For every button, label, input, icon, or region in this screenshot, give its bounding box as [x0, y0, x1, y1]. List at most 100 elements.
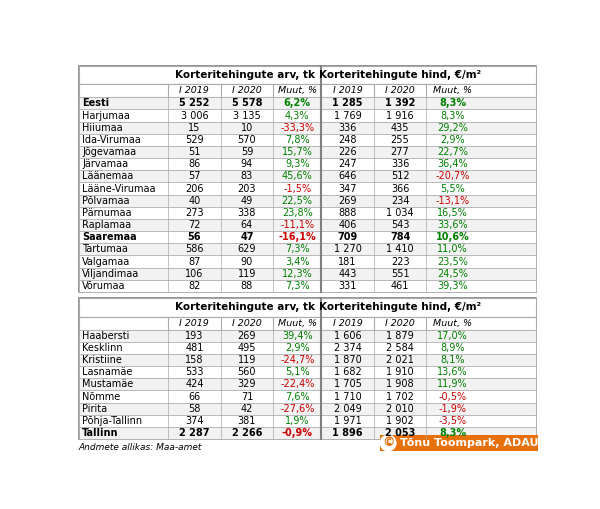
Bar [79, 158, 536, 171]
Text: 8,3%: 8,3% [440, 110, 465, 121]
Bar [79, 330, 536, 342]
Text: -16,1%: -16,1% [278, 232, 316, 242]
Text: 39,3%: 39,3% [437, 281, 468, 291]
Text: -11,1%: -11,1% [280, 220, 314, 230]
Text: Raplamaa: Raplamaa [82, 220, 131, 230]
Text: 11,9%: 11,9% [437, 379, 468, 389]
Text: I 2020: I 2020 [232, 319, 262, 328]
Text: 1 606: 1 606 [334, 331, 361, 341]
Text: 1 705: 1 705 [334, 379, 361, 389]
Text: 1 702: 1 702 [386, 391, 414, 402]
Text: 1 971: 1 971 [334, 416, 361, 426]
Text: 4,3%: 4,3% [285, 110, 310, 121]
Text: 5,1%: 5,1% [285, 367, 310, 377]
Text: 8,3%: 8,3% [439, 98, 466, 108]
Text: 1 879: 1 879 [386, 331, 414, 341]
Text: 331: 331 [338, 281, 356, 291]
Text: 158: 158 [185, 355, 203, 365]
Text: Haabersti: Haabersti [82, 331, 130, 341]
Text: 82: 82 [188, 281, 200, 291]
Text: 277: 277 [391, 147, 409, 157]
Text: -1,5%: -1,5% [283, 184, 311, 193]
Text: 495: 495 [238, 343, 256, 353]
Bar [79, 317, 536, 330]
Text: 5 252: 5 252 [179, 98, 209, 108]
Text: Saaremaa: Saaremaa [82, 232, 137, 242]
Text: 71: 71 [241, 391, 253, 402]
Text: ©: © [382, 437, 394, 449]
Text: Muut, %: Muut, % [278, 319, 317, 328]
Text: 481: 481 [185, 343, 203, 353]
Text: 2 053: 2 053 [385, 428, 415, 438]
Text: 15,7%: 15,7% [282, 147, 313, 157]
Text: 2 010: 2 010 [386, 404, 414, 414]
Text: 86: 86 [188, 159, 200, 169]
Bar [79, 231, 536, 243]
Text: Viljandimaa: Viljandimaa [82, 269, 139, 278]
Text: Andmete allikas: Maa-amet: Andmete allikas: Maa-amet [79, 443, 202, 452]
Text: 15: 15 [188, 123, 200, 133]
Bar [79, 256, 536, 268]
Text: 72: 72 [188, 220, 200, 230]
Text: 64: 64 [241, 220, 253, 230]
Text: I 2019: I 2019 [179, 86, 209, 95]
Text: 1 410: 1 410 [386, 244, 414, 254]
Text: 42: 42 [241, 404, 253, 414]
Text: 1 285: 1 285 [332, 98, 363, 108]
Text: 381: 381 [238, 416, 256, 426]
Bar [79, 134, 536, 146]
Text: 206: 206 [185, 184, 203, 193]
Bar [79, 342, 536, 354]
Text: 366: 366 [391, 184, 409, 193]
Text: 17,0%: 17,0% [437, 331, 468, 341]
Bar [79, 390, 536, 403]
Text: 57: 57 [188, 172, 200, 181]
Text: Lääne-Virumaa: Lääne-Virumaa [82, 184, 155, 193]
Text: 7,8%: 7,8% [285, 135, 310, 145]
Bar [79, 109, 536, 122]
Text: Kesklinn: Kesklinn [82, 343, 122, 353]
Text: 226: 226 [338, 147, 357, 157]
Text: 2,9%: 2,9% [440, 135, 465, 145]
Text: Korteritehingute hind, €/m²: Korteritehingute hind, €/m² [319, 70, 481, 80]
Text: 1 034: 1 034 [386, 208, 414, 218]
Bar [79, 378, 536, 390]
Bar [79, 182, 536, 194]
Text: -0,5%: -0,5% [439, 391, 467, 402]
Bar [79, 403, 536, 415]
Bar [79, 66, 536, 84]
Text: Pärnumaa: Pärnumaa [82, 208, 131, 218]
Text: 533: 533 [185, 367, 203, 377]
Text: Ida-Virumaa: Ida-Virumaa [82, 135, 141, 145]
Text: 58: 58 [188, 404, 200, 414]
Text: 47: 47 [240, 232, 254, 242]
Text: 24,5%: 24,5% [437, 269, 468, 278]
Text: 45,6%: 45,6% [282, 172, 313, 181]
Text: Korteritehingute arv, tk: Korteritehingute arv, tk [175, 70, 314, 80]
Text: I 2020: I 2020 [385, 319, 415, 328]
Text: 7,6%: 7,6% [285, 391, 310, 402]
Text: 9,3%: 9,3% [285, 159, 310, 169]
Bar [380, 435, 538, 451]
Bar [79, 415, 536, 427]
Text: 1 710: 1 710 [334, 391, 361, 402]
Text: 269: 269 [338, 195, 357, 206]
Text: 36,4%: 36,4% [437, 159, 468, 169]
Bar [79, 298, 536, 439]
Text: Tõnu Toompark, ADAUR.EE: Tõnu Toompark, ADAUR.EE [400, 438, 566, 448]
Text: I 2019: I 2019 [179, 319, 209, 328]
Text: Harjumaa: Harjumaa [82, 110, 130, 121]
Text: Eesti: Eesti [82, 98, 109, 108]
Text: 2 584: 2 584 [386, 343, 414, 353]
Text: -22,4%: -22,4% [280, 379, 314, 389]
Text: Põlvamaa: Põlvamaa [82, 195, 130, 206]
Text: I 2019: I 2019 [332, 86, 362, 95]
Bar [79, 219, 536, 231]
Text: Läänemaa: Läänemaa [82, 172, 133, 181]
Text: 570: 570 [238, 135, 256, 145]
Text: -13,1%: -13,1% [436, 195, 470, 206]
Text: Kristiine: Kristiine [82, 355, 122, 365]
Text: 5,5%: 5,5% [440, 184, 465, 193]
Text: 8,1%: 8,1% [440, 355, 465, 365]
Text: 888: 888 [338, 208, 356, 218]
